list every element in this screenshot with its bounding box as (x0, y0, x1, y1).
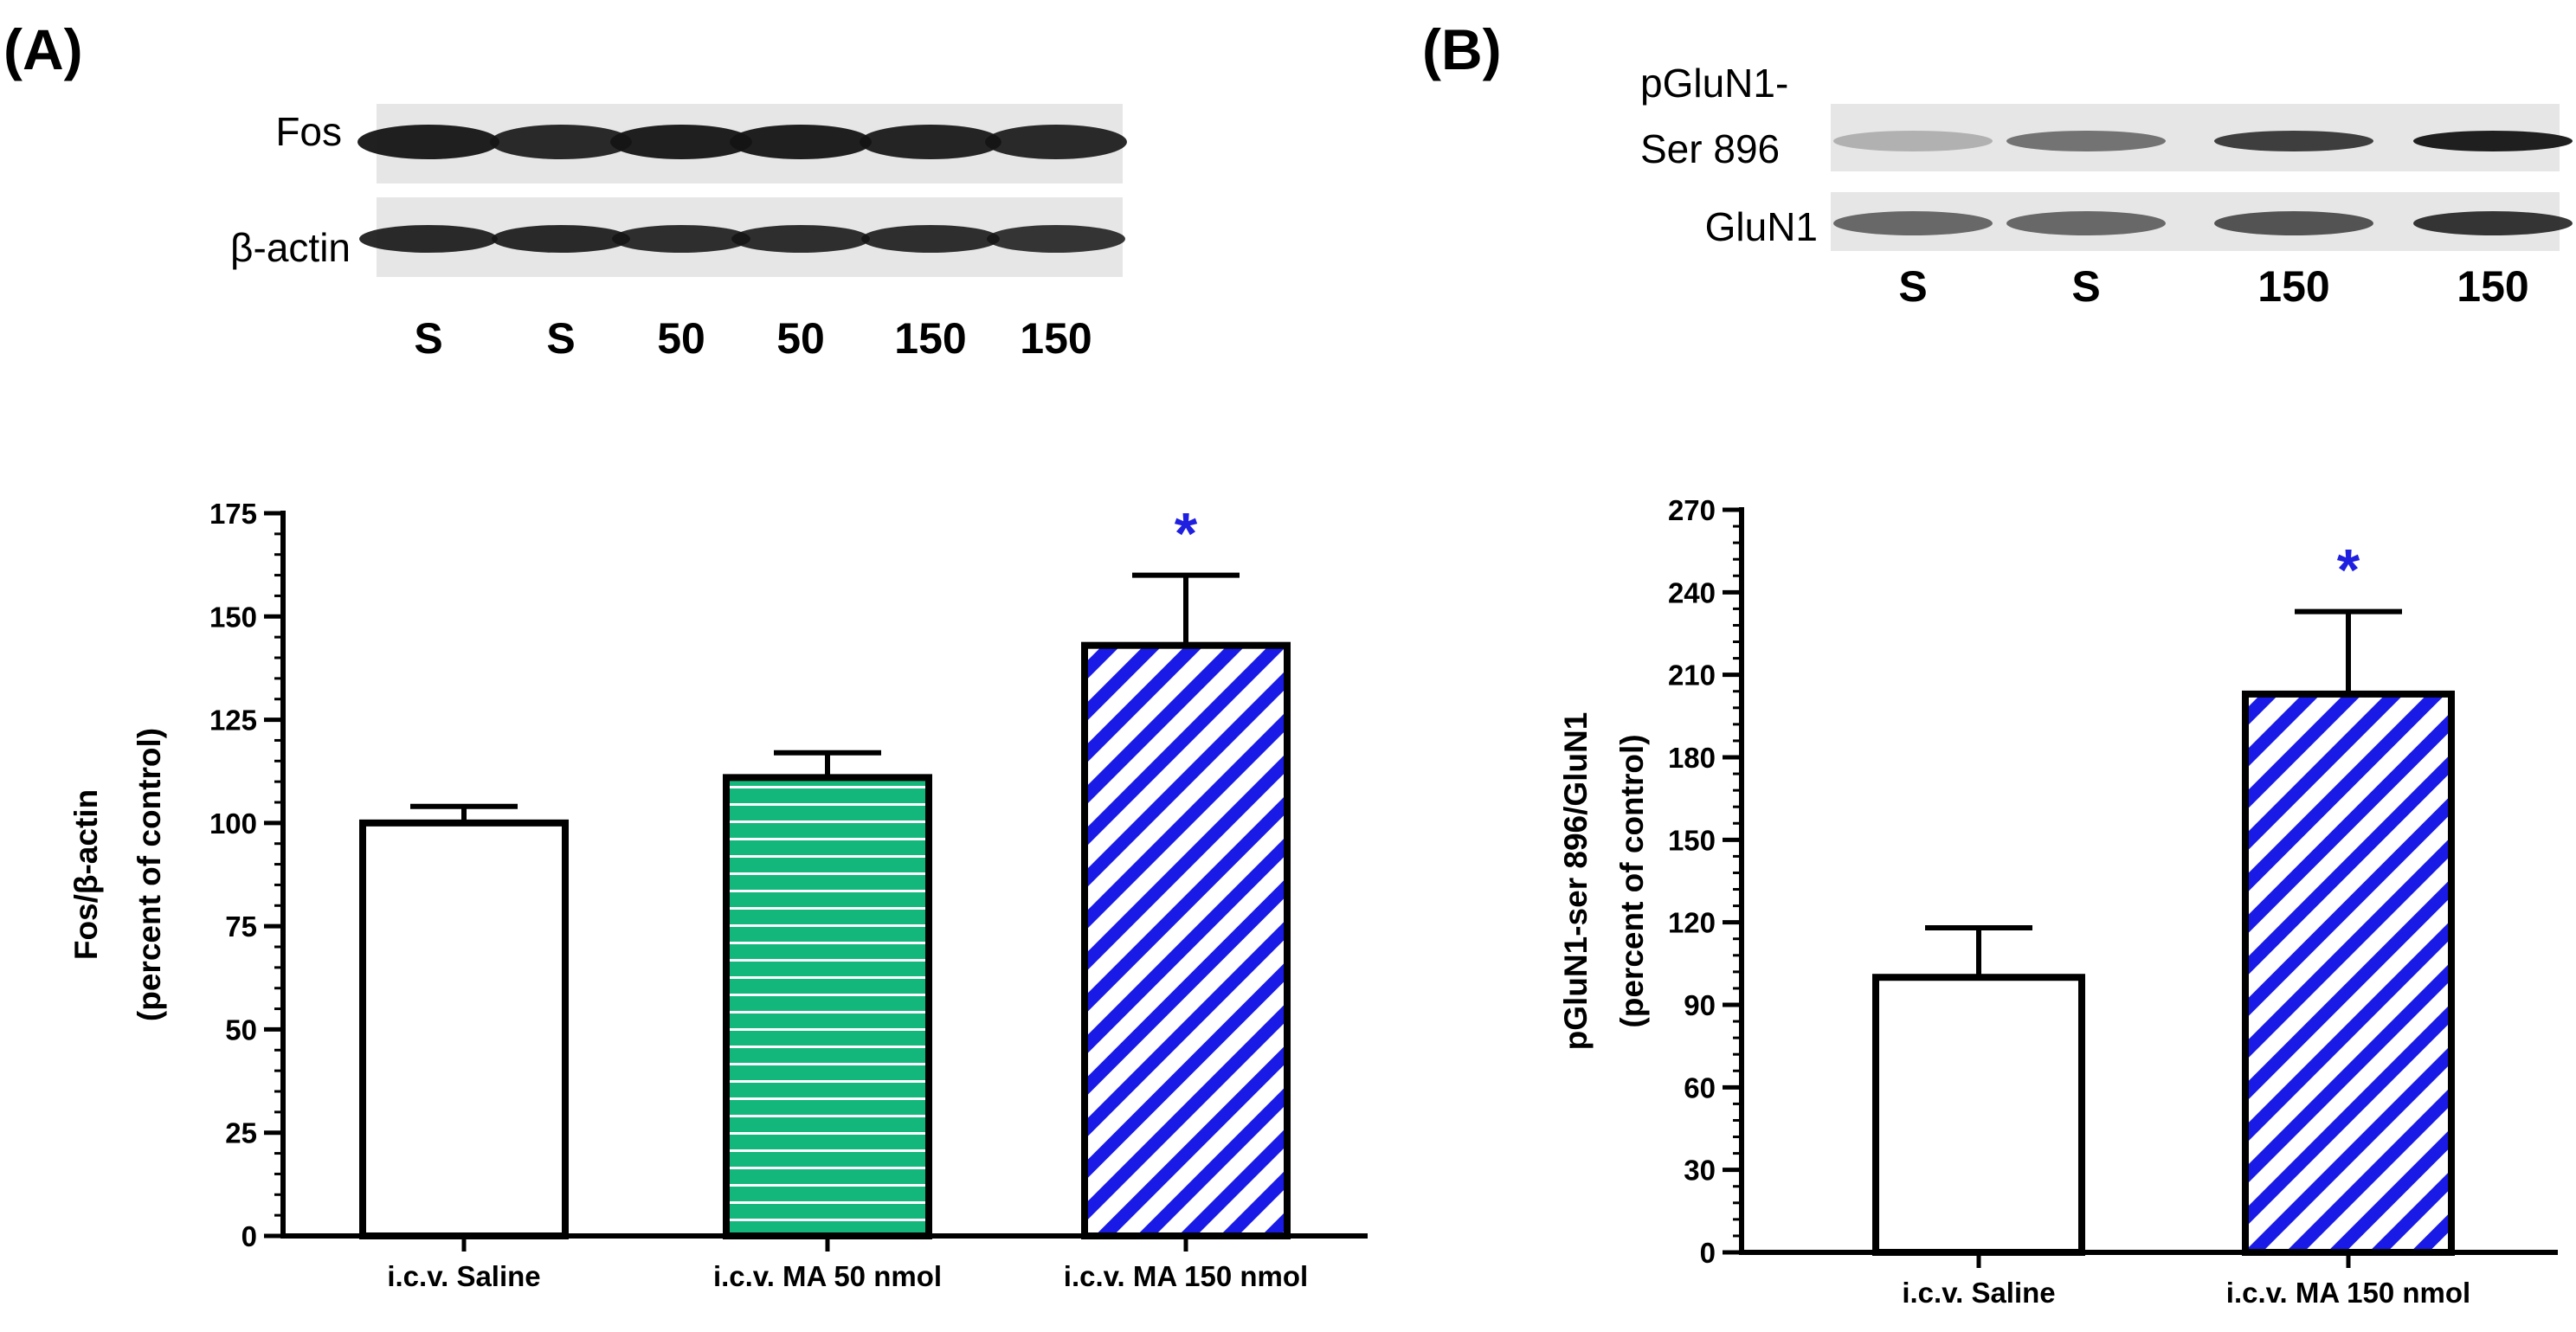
x-tick-label: i.c.v. Saline (387, 1260, 540, 1292)
blot-band (1833, 131, 1993, 151)
y-tick-label: 125 (209, 705, 257, 737)
y-tick-label: 25 (225, 1117, 257, 1149)
panel-b-blot (1831, 104, 2573, 251)
y-tick-label: 75 (225, 911, 257, 943)
y-axis-label-line1: pGluN1-ser 896/GluN1 (1558, 712, 1594, 1051)
significance-marker: * (1175, 501, 1198, 567)
blot-band (2214, 131, 2373, 151)
y-tick-label: 210 (1668, 660, 1716, 692)
bar (2242, 690, 2455, 1256)
lane-label: S (546, 314, 575, 363)
y-axis-label-line2: (percent of control) (1614, 734, 1650, 1027)
y-tick-label: 150 (1668, 824, 1716, 856)
lane-label: 50 (657, 314, 705, 363)
glun1-row-label: GluN1 (1705, 204, 1818, 249)
y-tick-label: 120 (1668, 907, 1716, 939)
blot-band (730, 125, 872, 159)
bar (1081, 641, 1291, 1239)
pglun1-row-label-line1: pGluN1- (1640, 61, 1788, 106)
blot-band (860, 125, 1001, 159)
lane-label: 150 (2257, 262, 2329, 311)
y-tick-label: 180 (1668, 742, 1716, 774)
blot-band (2006, 211, 2166, 235)
bar (1872, 974, 2085, 1256)
blot-band (2413, 211, 2573, 235)
x-tick-label: i.c.v. MA 150 nmol (2226, 1277, 2470, 1309)
y-tick-label: 240 (1668, 576, 1716, 608)
y-tick-label: 30 (1684, 1155, 1716, 1187)
blot-band (2214, 211, 2373, 235)
lane-label: 150 (894, 314, 966, 363)
lane-label: S (2071, 262, 2100, 311)
bar (723, 774, 932, 1239)
panel-a-lane-labels: S S 50 50 150 150 (414, 314, 1092, 363)
blot-band (987, 225, 1125, 253)
panel-b-label: (B) (1422, 17, 1502, 81)
y-tick-label: 90 (1684, 989, 1716, 1021)
blot-band (861, 225, 1000, 253)
y-tick-label: 0 (242, 1220, 257, 1252)
blot-band (731, 225, 870, 253)
chart-b: pGluN1-ser 896/GluN1 (percent of control… (1558, 494, 2558, 1309)
blot-band (610, 125, 752, 159)
panel-a-blot (357, 104, 1127, 277)
blot-band (2413, 131, 2573, 151)
lane-label: 150 (1020, 314, 1092, 363)
y-axis-label-line1: Fos/β-actin (68, 789, 104, 960)
blot-band (612, 225, 750, 253)
y-tick-label: 175 (209, 498, 257, 530)
y-axis-label-line2: (percent of control) (132, 728, 167, 1021)
lane-label: S (414, 314, 442, 363)
pglun1-row-label-line2: Ser 896 (1640, 126, 1780, 171)
lane-label: S (1898, 262, 1927, 311)
blot-band (2006, 131, 2166, 151)
y-tick-label: 60 (1684, 1071, 1716, 1104)
x-tick-label: i.c.v. MA 150 nmol (1064, 1260, 1308, 1292)
significance-marker: * (2337, 537, 2360, 603)
chart-a: Fos/β-actin (percent of control) i.c.v. … (68, 498, 1368, 1292)
blot-band (357, 125, 499, 159)
beta-actin-row-label: β-actin (230, 225, 351, 270)
blot-band (985, 125, 1127, 159)
blot-band (492, 225, 630, 253)
panel-b-lane-labels: S S 150 150 (1898, 262, 2528, 311)
y-tick-label: 100 (209, 808, 257, 840)
blot-band (490, 125, 632, 159)
y-tick-label: 50 (225, 1013, 257, 1046)
lane-label: 150 (2457, 262, 2528, 311)
blot-band (359, 225, 498, 253)
y-tick-label: 0 (1700, 1237, 1716, 1269)
x-tick-label: i.c.v. MA 50 nmol (713, 1260, 942, 1292)
fos-row-label: Fos (275, 109, 342, 154)
y-tick-label: 150 (209, 601, 257, 633)
x-tick-label: i.c.v. Saline (1902, 1277, 2055, 1309)
blot-band (1833, 211, 1993, 235)
bar (359, 819, 569, 1239)
y-tick-label: 270 (1668, 494, 1716, 526)
panel-a-label: (A) (3, 17, 83, 81)
lane-label: 50 (776, 314, 825, 363)
